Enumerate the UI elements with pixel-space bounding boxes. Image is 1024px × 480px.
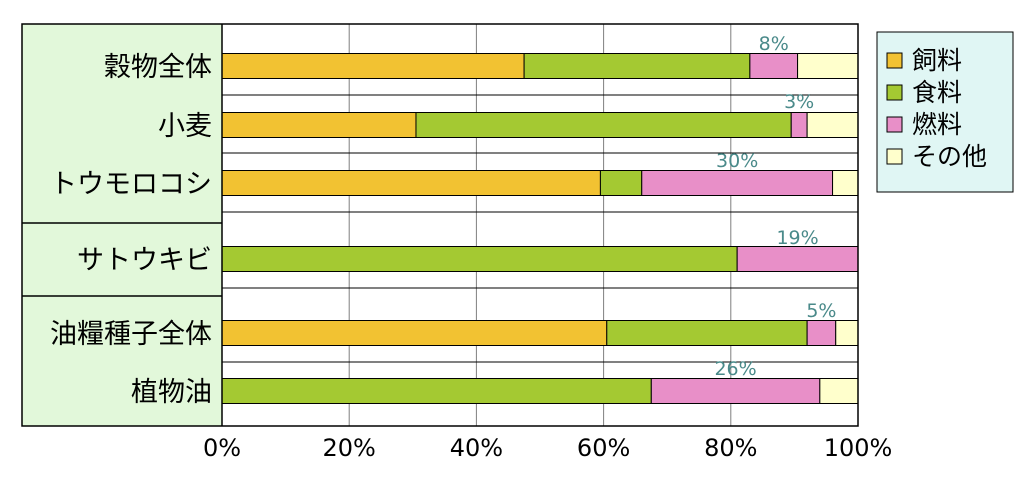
bar-segment (221, 112, 417, 138)
category-label: 穀物全体 (104, 52, 212, 83)
bar-segment (523, 53, 751, 79)
x-tick-label: 0% (203, 434, 241, 462)
bar-segment (806, 112, 859, 138)
data-label: 3% (784, 91, 814, 113)
bar-segment (415, 112, 792, 138)
bar-segment (749, 53, 799, 79)
bar-segment (650, 378, 821, 404)
bar-segment (599, 170, 643, 196)
chart-frame (21, 23, 859, 427)
bar-segment (790, 112, 808, 138)
legend-swatch (886, 52, 903, 69)
category-label: サトウキビ (77, 245, 212, 276)
x-tick-label: 100% (824, 434, 893, 462)
x-tick-label: 80% (704, 434, 757, 462)
category-label: 小麦 (158, 111, 212, 142)
legend-label: 燃料 (912, 110, 962, 139)
data-label: 5% (806, 300, 836, 322)
bar-segment (221, 246, 738, 272)
data-label: 8% (759, 33, 789, 55)
bar-segment (641, 170, 834, 196)
bar-segment (221, 320, 608, 346)
legend-swatch (886, 84, 903, 101)
bar-segment (606, 320, 808, 346)
bar-segment (221, 53, 525, 79)
legend-label: 食料 (912, 78, 962, 107)
category-panel (22, 24, 222, 426)
category-label: 植物油 (131, 377, 212, 408)
plot-area (222, 24, 858, 426)
data-label: 19% (776, 227, 818, 249)
legend-swatch (886, 148, 903, 165)
bar-segment (736, 246, 859, 272)
bar-segment (806, 320, 837, 346)
x-tick-label: 20% (323, 434, 376, 462)
bar-segment (819, 378, 859, 404)
x-tick-label: 40% (450, 434, 503, 462)
data-label: 30% (716, 150, 758, 172)
bar-segment (221, 170, 601, 196)
x-tick-label: 60% (577, 434, 630, 462)
legend-swatch (886, 116, 903, 133)
bar-segment (835, 320, 859, 346)
legend-label: 飼料 (912, 46, 962, 75)
bar-segment (797, 53, 859, 79)
data-label: 26% (714, 358, 756, 380)
bar-segment (832, 170, 859, 196)
category-label: 油糧種子全体 (50, 319, 212, 350)
category-label: トウモロコシ (50, 169, 212, 200)
bar-segment (221, 378, 652, 404)
legend-label: その他 (912, 142, 987, 171)
